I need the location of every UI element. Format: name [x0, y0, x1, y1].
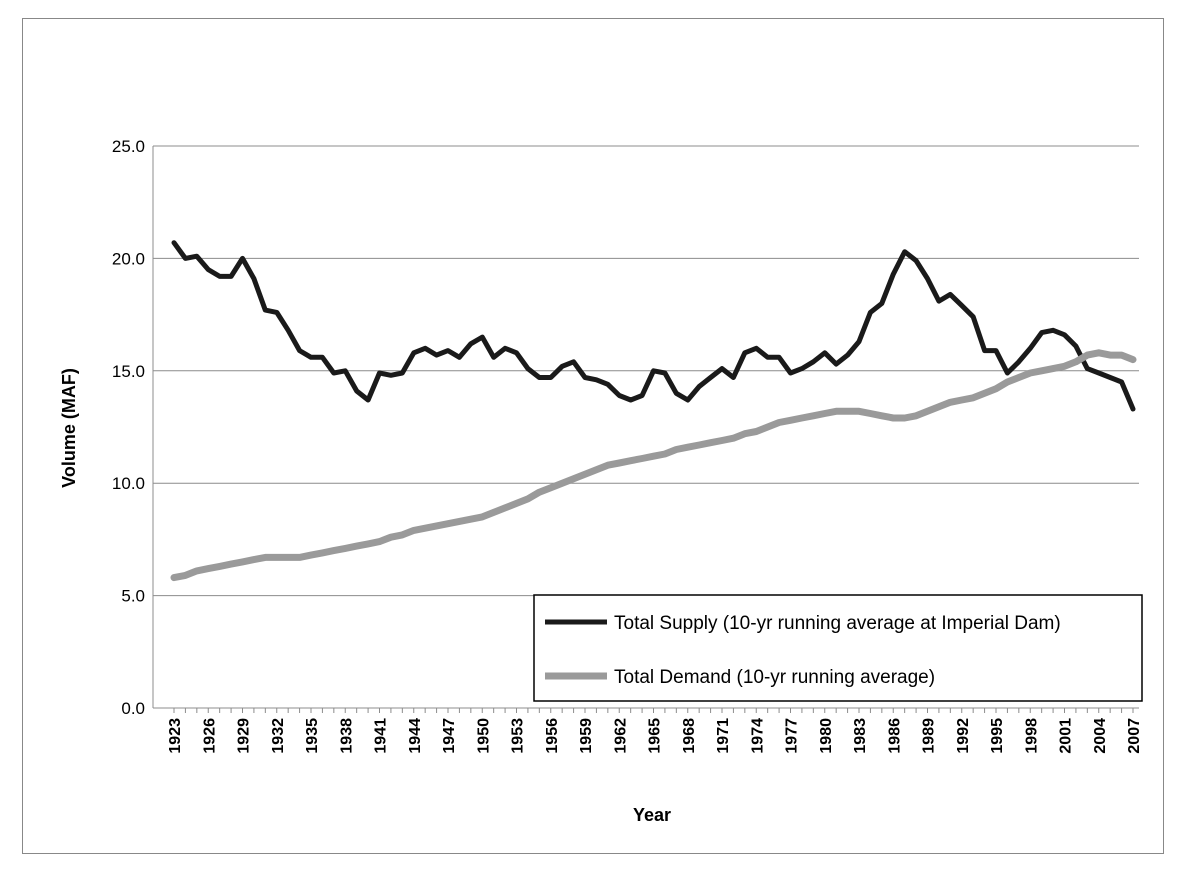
x-tick-label: 2007 [1126, 718, 1143, 754]
x-tick-label: 1935 [304, 718, 321, 754]
y-tick-label: 5.0 [121, 587, 145, 606]
legend-label-supply: Total Supply (10-yr running average at I… [614, 613, 1061, 634]
legend-label-demand: Total Demand (10-yr running average) [614, 667, 935, 688]
x-tick-label: 1995 [989, 718, 1006, 754]
x-tick-label: 1956 [544, 718, 561, 754]
axes: 0.0 5.0 10.0 15.0 20.0 25.0 1923 1926 1929 1932 19… [112, 137, 1143, 754]
x-tick-label: 1926 [201, 718, 218, 754]
x-tick-label: 1989 [921, 718, 938, 754]
x-tick-label: 1980 [818, 718, 835, 754]
line-chart: 0.0 5.0 10.0 15.0 20.0 25.0 1923 1926 1929 1932 19… [59, 137, 1143, 825]
y-tick-label: 0.0 [121, 699, 145, 718]
legend: Total Supply (10-yr running average at I… [533, 594, 1143, 702]
legend-box [533, 594, 1143, 702]
x-tick-label: 1962 [612, 718, 629, 754]
x-tick-label: 1974 [749, 718, 766, 754]
x-tick-label: 1971 [715, 718, 732, 754]
x-tick-label: 1950 [475, 718, 492, 754]
x-tick-label: 1977 [784, 718, 801, 754]
y-tick-label: 15.0 [112, 362, 145, 381]
x-tick-label: 1941 [373, 718, 390, 754]
y-tick-label: 10.0 [112, 474, 145, 493]
x-tick-label: 1932 [270, 718, 287, 754]
y-tick-label: 20.0 [112, 249, 145, 268]
x-tick-label: 1953 [510, 718, 527, 754]
chart-frame: 0.0 5.0 10.0 15.0 20.0 25.0 1923 1926 1929 1932 19… [22, 18, 1164, 854]
x-tick-label: 1968 [681, 718, 698, 754]
x-tick-label: 2004 [1092, 718, 1109, 754]
x-tick-label: 1992 [955, 718, 972, 754]
x-tick-label: 1983 [852, 718, 869, 754]
x-tick-label: 1998 [1023, 718, 1040, 754]
x-tick-label: 1929 [236, 718, 253, 754]
y-axis-title: Volume (MAF) [59, 368, 79, 488]
x-tick-label: 1965 [647, 718, 664, 754]
series-lines [170, 240, 1137, 582]
gridlines [153, 145, 1139, 597]
x-tick-label: 1944 [407, 718, 424, 754]
x-tick-label: 2001 [1058, 718, 1075, 754]
x-tick-label: 1923 [167, 718, 184, 754]
x-tick-label: 1947 [441, 718, 458, 754]
x-axis-title: Year [633, 805, 671, 825]
series-line-total-supply [171, 240, 1136, 412]
y-tick-label: 25.0 [112, 137, 145, 156]
x-tick-label: 1986 [886, 718, 903, 754]
series-line-total-demand [170, 349, 1137, 582]
x-tick-label: 1959 [578, 718, 595, 754]
x-tick-label: 1938 [338, 718, 355, 754]
